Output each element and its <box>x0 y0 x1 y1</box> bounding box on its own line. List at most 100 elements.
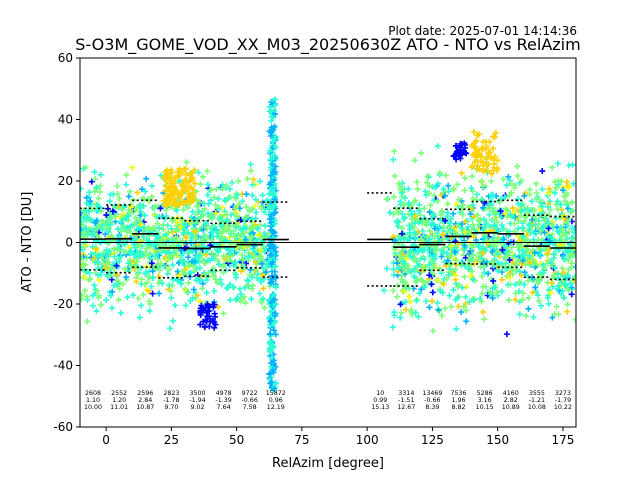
data-point <box>93 232 100 239</box>
data-point <box>407 253 414 260</box>
data-point <box>148 260 155 267</box>
data-point <box>184 289 191 296</box>
data-point <box>454 181 461 188</box>
data-point <box>564 205 571 212</box>
data-point <box>445 271 452 278</box>
data-point <box>116 285 123 292</box>
data-point <box>536 297 543 304</box>
data-point <box>413 297 420 304</box>
data-point <box>486 211 493 218</box>
data-point <box>169 262 176 269</box>
data-point <box>491 221 498 228</box>
data-point <box>415 313 422 320</box>
data-point <box>127 209 134 216</box>
data-point <box>137 204 144 211</box>
data-point <box>234 294 241 301</box>
data-point <box>199 257 206 264</box>
data-point <box>175 172 182 179</box>
data-point <box>434 299 441 306</box>
bin-count-label: 2596 <box>137 390 153 397</box>
data-point <box>445 182 452 189</box>
data-point <box>545 203 552 210</box>
data-point <box>271 177 278 184</box>
data-point <box>541 217 548 224</box>
data-point <box>189 219 196 226</box>
data-point <box>242 299 249 306</box>
data-point <box>150 224 157 231</box>
bin-mean-label: -1.79 <box>555 397 571 404</box>
data-point <box>108 304 115 311</box>
data-point <box>201 323 208 330</box>
data-point <box>177 224 184 231</box>
data-point <box>394 217 401 224</box>
data-point <box>549 221 556 228</box>
data-point <box>532 284 539 291</box>
data-point <box>555 270 562 277</box>
data-point <box>541 229 548 236</box>
data-point <box>267 330 274 337</box>
data-point <box>163 202 170 209</box>
data-point <box>150 274 157 281</box>
data-point <box>484 162 491 169</box>
data-point <box>247 234 254 241</box>
data-point <box>439 231 446 238</box>
data-point <box>271 385 278 392</box>
data-point <box>142 281 149 288</box>
data-point <box>491 134 498 141</box>
data-point <box>453 156 460 163</box>
data-point <box>499 246 506 253</box>
data-point <box>168 166 175 173</box>
data-point <box>87 275 94 282</box>
data-point <box>545 233 552 240</box>
data-point <box>237 298 244 305</box>
data-point <box>88 178 95 185</box>
bin-mean-label: 1.10 <box>86 397 100 404</box>
data-point <box>255 231 262 238</box>
data-point <box>121 265 128 272</box>
chart-title: S-O3M_GOME_VOD_XX_M03_20250630Z ATO - NT… <box>75 35 580 55</box>
data-point <box>454 147 461 154</box>
data-point <box>503 254 510 261</box>
data-point <box>454 294 461 301</box>
data-point <box>444 200 451 207</box>
data-point <box>104 205 111 212</box>
data-point <box>533 288 540 295</box>
data-point <box>90 230 97 237</box>
data-point <box>155 290 162 297</box>
data-point <box>271 319 278 326</box>
data-point <box>554 198 561 205</box>
data-point <box>247 167 254 174</box>
data-point <box>468 226 475 233</box>
data-point <box>253 265 260 272</box>
data-point <box>98 218 105 225</box>
data-point <box>253 209 260 216</box>
data-point <box>520 257 527 264</box>
data-point <box>390 266 397 273</box>
data-point <box>509 213 516 220</box>
data-point <box>397 235 404 242</box>
data-point <box>400 265 407 272</box>
bin-std-label: 10.15 <box>476 404 494 411</box>
data-point <box>136 238 143 245</box>
bin-count-label: 3555 <box>529 390 545 397</box>
data-point <box>526 186 533 193</box>
data-point <box>569 234 576 241</box>
data-point <box>462 254 469 261</box>
data-point <box>210 273 217 280</box>
data-point <box>239 261 246 268</box>
data-point <box>428 216 435 223</box>
data-point <box>117 310 124 317</box>
data-point <box>397 186 404 193</box>
data-point <box>219 185 226 192</box>
data-point <box>272 301 279 308</box>
data-point <box>240 224 247 231</box>
data-point <box>170 180 177 187</box>
data-point <box>431 211 438 218</box>
data-point <box>564 222 571 229</box>
data-point <box>153 213 160 220</box>
data-point <box>250 176 257 183</box>
data-point <box>479 183 486 190</box>
data-point <box>432 184 439 191</box>
data-point <box>114 271 121 278</box>
data-point <box>402 298 409 305</box>
